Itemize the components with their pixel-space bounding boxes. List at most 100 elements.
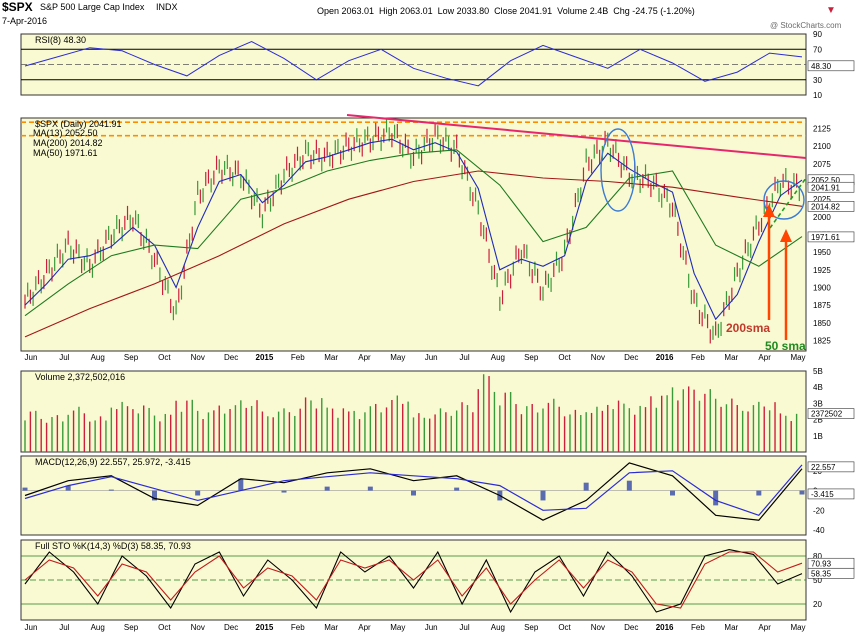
x-tick-label: Jun: [25, 353, 38, 362]
value-tag: -3.415: [811, 490, 834, 499]
y-tick-label: 2B: [813, 416, 823, 425]
x-tick-label: Aug: [491, 623, 505, 632]
x-tick-label: Jul: [59, 353, 69, 362]
value-tag: 2014.82: [811, 202, 840, 211]
y-tick-label: 3B: [813, 399, 823, 408]
value-tag-box: [807, 461, 855, 473]
x-tick-label: May: [790, 623, 805, 632]
x-tick-label: Feb: [691, 353, 705, 362]
value-tag-box: [807, 60, 855, 72]
x-tick-label: Apr: [358, 353, 371, 362]
copyright: @ StockCharts.com: [770, 21, 842, 30]
x-tick-label: Oct: [558, 623, 571, 632]
y-tick-label: 1950: [813, 248, 831, 257]
x-tick-label: 2016: [656, 353, 674, 362]
macd-line-macd: [24, 462, 803, 521]
x-tick-label: Apr: [358, 623, 371, 632]
legend-entry: MA(13) 2052.50: [33, 128, 98, 138]
header-symbol: $SPX: [2, 0, 33, 14]
legend-entry: MA(200) 2014.82: [33, 138, 103, 148]
y-tick-label: 1875: [813, 301, 831, 310]
x-tick-label: Oct: [158, 353, 171, 362]
x-tick-label: Jul: [59, 623, 69, 632]
y-tick-label: -20: [813, 506, 825, 515]
value-tag: 2052.50: [811, 176, 840, 185]
x-tick-label: Dec: [624, 353, 638, 362]
x-tick-label: Aug: [491, 353, 505, 362]
x-tick-label: Sep: [124, 353, 139, 362]
x-tick-label: Apr: [758, 623, 771, 632]
arrow-head: [780, 229, 792, 242]
x-tick-label: Jul: [459, 353, 469, 362]
header-date: 7-Apr-2016: [2, 16, 48, 26]
y-tick-label: 1B: [813, 432, 823, 441]
y-tick-label: 2125: [813, 125, 831, 134]
x-tick-label: 2015: [256, 623, 274, 632]
y-tick-label: -40: [813, 526, 825, 535]
value-tag: 2041.91: [811, 183, 840, 192]
y-tick-label: 2000: [813, 213, 831, 222]
macd-line-signal: [24, 464, 803, 517]
x-tick-label: Nov: [591, 623, 605, 632]
y-tick-label: 5B: [813, 367, 823, 376]
trendline: [346, 114, 807, 159]
panel-title: MACD(12,26,9) 22.557, 25.972, -3.415: [35, 457, 191, 467]
arrow-head: [763, 204, 775, 217]
y-tick-label: 2025: [813, 195, 831, 204]
y-tick-label: 80: [813, 552, 822, 561]
x-tick-label: Aug: [91, 353, 105, 362]
x-tick-label: May: [390, 623, 405, 632]
x-tick-label: Aug: [91, 623, 105, 632]
annotation-50sma: 50 sma: [765, 339, 806, 353]
value-tag-box: [807, 181, 855, 193]
y-tick-label: 1900: [813, 283, 831, 292]
x-tick-label: 2016: [656, 623, 674, 632]
ma-line-ma50: [24, 149, 803, 317]
panel-title: Full STO %K(14,3) %D(3) 58.35, 70.93: [35, 541, 191, 551]
header-quote: Open 2063.01 High 2063.01 Low 2033.80 Cl…: [317, 6, 695, 16]
x-tick-label: Jun: [425, 353, 438, 362]
x-tick-label: Oct: [158, 623, 171, 632]
ma-line-ma200: [24, 170, 803, 338]
value-tag-box: [807, 568, 855, 579]
x-tick-label: Jun: [425, 623, 438, 632]
x-tick-label: Feb: [291, 623, 305, 632]
y-tick-label: 4B: [813, 383, 823, 392]
header-exchange: INDX: [156, 2, 178, 12]
y-tick-label: 1925: [813, 266, 831, 275]
value-tag-box: [807, 201, 855, 212]
x-tick-label: Sep: [524, 623, 539, 632]
y-tick-label: 2100: [813, 142, 831, 151]
panel-macd: [20, 455, 807, 536]
y-tick-label: 1825: [813, 336, 831, 345]
x-tick-label: Dec: [224, 623, 238, 632]
x-tick-label: May: [790, 353, 805, 362]
sto-line-d: [24, 551, 803, 609]
panel-title: RSI(8) 48.30: [35, 35, 86, 45]
value-tag-box: [807, 488, 855, 500]
legend-entry: MA(50) 1971.61: [33, 148, 98, 158]
value-tag-box: [807, 231, 855, 243]
y-tick-label: 70: [813, 45, 822, 54]
value-tag: 2372502: [811, 410, 843, 419]
x-tick-label: Mar: [324, 353, 338, 362]
x-tick-label: Mar: [724, 353, 738, 362]
value-tag: 1971.61: [811, 233, 840, 242]
y-tick-label: 30: [813, 76, 822, 85]
x-tick-label: Mar: [324, 623, 338, 632]
annotation-200sma: 200sma: [726, 321, 770, 335]
y-tick-label: 50: [813, 576, 822, 585]
rsi-line: [24, 41, 803, 87]
x-tick-label: Apr: [758, 353, 771, 362]
x-tick-label: Jun: [25, 623, 38, 632]
value-tag: 22.557: [811, 463, 836, 472]
x-tick-label: 2015: [256, 353, 274, 362]
y-tick-label: 90: [813, 30, 822, 39]
x-tick-label: Mar: [724, 623, 738, 632]
x-tick-label: Feb: [691, 623, 705, 632]
y-tick-label: 2075: [813, 160, 831, 169]
header-name: S&P 500 Large Cap Index: [40, 2, 145, 12]
change-down-icon: ▼: [826, 5, 836, 16]
support-line: [769, 177, 807, 229]
